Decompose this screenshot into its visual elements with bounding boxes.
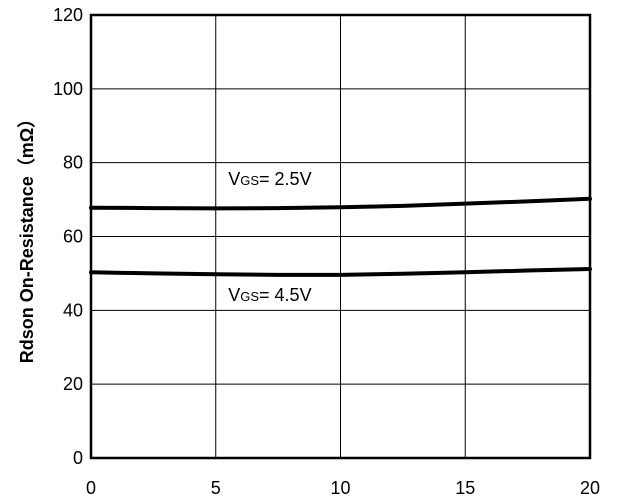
y-tick-label: 40	[63, 300, 83, 320]
x-tick-label: 0	[86, 478, 96, 498]
y-tick-label: 60	[63, 227, 83, 247]
y-tick-label: 0	[73, 448, 83, 468]
y-axis-title: Rdson On-Resistance（mΩ）	[17, 110, 37, 363]
plot-frame	[89, 13, 592, 460]
y-tick-label: 100	[53, 79, 83, 99]
series-annotation: VGS= 2.5V	[228, 169, 311, 189]
series-layer	[89, 196, 592, 277]
series-line-2	[89, 267, 592, 277]
y-tick-label: 20	[63, 374, 83, 394]
x-tick-label: 15	[455, 478, 475, 498]
x-tick-label: 5	[211, 478, 221, 498]
y-tick-label: 120	[53, 5, 83, 25]
x-tick-label: 20	[580, 478, 600, 498]
x-tick-labels: 0 5 10 15 20	[86, 478, 600, 498]
x-tick-label: 10	[330, 478, 350, 498]
y-tick-labels: 0 20 40 60 80 100 120	[53, 5, 83, 468]
y-tick-label: 80	[63, 153, 83, 173]
series-line-1	[89, 196, 592, 211]
annotations: VGS= 2.5V VGS= 4.5V	[228, 169, 311, 305]
series-annotation: VGS= 4.5V	[228, 285, 311, 305]
grid	[90, 14, 591, 459]
